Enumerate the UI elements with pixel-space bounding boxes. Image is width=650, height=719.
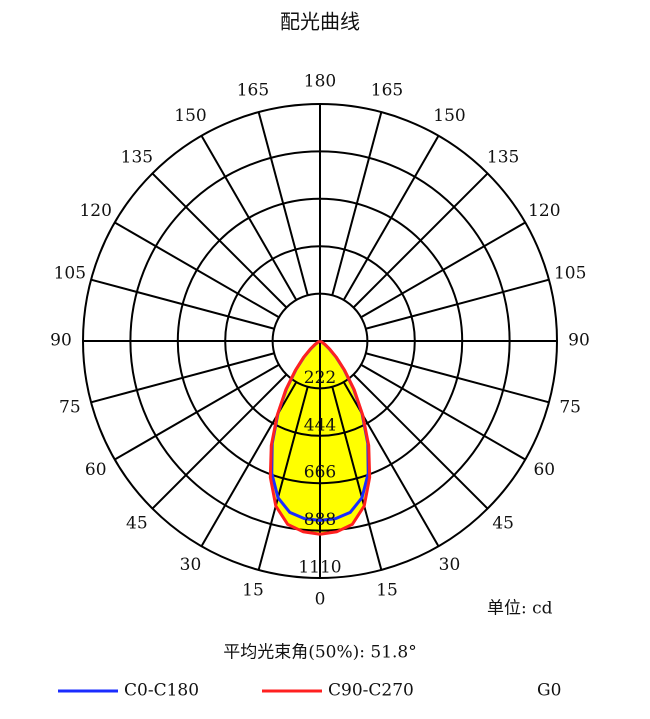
angle-label: 105 (54, 263, 86, 283)
curve (268, 339, 321, 536)
unit-label: 单位: cd (487, 599, 553, 619)
angle-label: 75 (559, 398, 581, 418)
angle-label: 30 (439, 555, 461, 575)
radial-grid-line (331, 386, 383, 571)
r-tick-label: 444 (304, 415, 336, 435)
angle-label: 150 (433, 106, 465, 126)
radial-grid-line (352, 373, 489, 510)
angle-label: 180 (304, 72, 336, 92)
radial-grid-line (90, 278, 275, 330)
radial-grid-line (90, 352, 275, 404)
legend-label: G0 (537, 681, 561, 701)
chart-title: 配光曲线 (280, 10, 360, 34)
radial-grid-line (365, 278, 550, 330)
angle-label: 60 (85, 460, 107, 480)
radial-grid-line (114, 363, 280, 461)
r-tick-label: 1110 (298, 558, 341, 578)
angle-label: 150 (174, 106, 206, 126)
angle-label: 45 (126, 514, 148, 534)
radial-grid-line (151, 373, 288, 510)
angle-label: 105 (554, 263, 586, 283)
angle-label: 165 (371, 80, 403, 100)
angle-label: 15 (376, 581, 398, 601)
radial-grid-line (151, 172, 288, 309)
radial-grid-line (200, 135, 298, 301)
angle-label: 165 (237, 80, 269, 100)
legend-label: C0-C180 (124, 681, 199, 701)
r-tick-label: 222 (304, 368, 336, 388)
angle-label: 120 (79, 201, 111, 221)
radial-grid-line (365, 352, 550, 404)
beam-angle: 平均光束角(50%): 51.8° (223, 643, 417, 663)
radial-grid-line (342, 135, 440, 301)
angle-label: 45 (492, 514, 514, 534)
legend-label: C90-C270 (328, 681, 414, 701)
radial-grid-line (352, 172, 489, 309)
radial-grid-line (360, 363, 526, 461)
angle-label: 135 (121, 147, 153, 167)
r-tick-label: 666 (304, 463, 336, 483)
radial-grid-line (114, 221, 280, 319)
angle-label: 75 (59, 398, 81, 418)
angle-label: 135 (487, 147, 519, 167)
radial-grid-line (257, 386, 309, 571)
angle-label: 90 (568, 331, 590, 351)
angle-label: 0 (315, 590, 326, 610)
r-tick-label: 888 (304, 510, 336, 530)
angle-label: 120 (528, 201, 560, 221)
radial-grid-line (360, 221, 526, 319)
angle-label: 90 (50, 331, 72, 351)
radial-grid-line (331, 111, 383, 296)
angle-label: 15 (242, 581, 264, 601)
angle-label: 60 (533, 460, 555, 480)
curve (319, 339, 372, 536)
radial-grid-line (257, 111, 309, 296)
angle-label: 30 (180, 555, 202, 575)
